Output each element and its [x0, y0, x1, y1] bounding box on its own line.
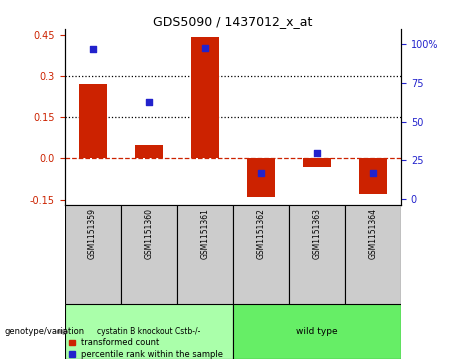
Bar — [135, 144, 163, 158]
Point — [313, 150, 321, 156]
Bar — [177, 205, 233, 304]
Bar — [233, 205, 289, 304]
Text: GSM1151363: GSM1151363 — [313, 208, 321, 259]
Legend: transformed count, percentile rank within the sample: transformed count, percentile rank withi… — [69, 338, 223, 359]
Point — [89, 46, 96, 52]
Text: GSM1151361: GSM1151361 — [200, 208, 209, 259]
Bar — [345, 205, 401, 304]
Bar — [191, 37, 219, 158]
Title: GDS5090 / 1437012_x_at: GDS5090 / 1437012_x_at — [153, 15, 313, 28]
Bar — [65, 205, 121, 304]
Text: cystatin B knockout Cstb-/-: cystatin B knockout Cstb-/- — [97, 327, 201, 337]
Text: genotype/variation: genotype/variation — [5, 327, 85, 337]
Text: GSM1151364: GSM1151364 — [368, 208, 378, 259]
Bar — [359, 158, 387, 194]
Text: GSM1151360: GSM1151360 — [144, 208, 153, 259]
Point — [369, 170, 377, 176]
Point — [257, 170, 265, 176]
Bar — [233, 304, 401, 359]
Bar — [121, 205, 177, 304]
Bar — [247, 158, 275, 197]
Point — [201, 45, 208, 50]
Text: GSM1151359: GSM1151359 — [88, 208, 97, 259]
Bar — [65, 304, 233, 359]
Text: GSM1151362: GSM1151362 — [256, 208, 266, 259]
Point — [145, 99, 152, 105]
Bar — [289, 205, 345, 304]
Text: wild type: wild type — [296, 327, 338, 337]
Bar — [78, 84, 106, 158]
Bar — [303, 158, 331, 167]
